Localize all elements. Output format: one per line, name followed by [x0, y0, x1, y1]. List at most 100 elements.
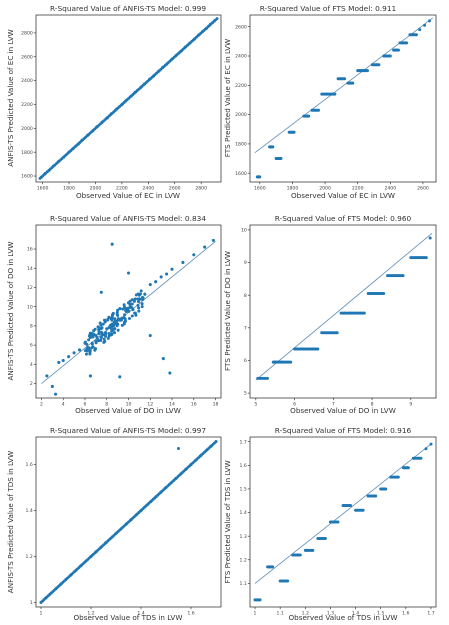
- chart-fts-tds: R-Squared Value of FTS Model: 0.916 1 1.1…: [223, 426, 437, 622]
- data-point: [181, 260, 185, 265]
- data-point: [413, 33, 417, 37]
- data-point: [83, 340, 87, 344]
- x-tick-label: 14: [169, 402, 175, 408]
- data-point: [109, 333, 113, 337]
- x-tick-label: 9: [409, 402, 412, 408]
- data-point: [168, 371, 172, 375]
- x-axis-label: Observed Value of DO in LVW: [290, 406, 396, 415]
- data-point: [118, 307, 122, 311]
- x-tick-label: 1: [254, 611, 257, 617]
- data-point: [84, 352, 88, 356]
- data-point: [57, 360, 61, 364]
- y-tick-label: 9: [244, 260, 247, 266]
- x-tick-label: 8: [105, 402, 108, 408]
- chart-title: R-Squared Value of FTS Model: 0.960: [275, 214, 412, 223]
- data-point: [211, 238, 215, 242]
- data-point: [347, 503, 351, 507]
- y-tick-label: 5: [244, 391, 247, 397]
- data-point: [423, 256, 427, 260]
- data-marks: 1 1.1 1.2 1.3 1.4 1.5 1.6 1.7 1.1 1.2 1.3 1.4 1.5 1.6…: [239, 439, 434, 616]
- data-point: [353, 311, 357, 315]
- data-point: [307, 347, 311, 351]
- data-point: [335, 520, 339, 524]
- data-point: [383, 487, 387, 491]
- data-point: [130, 314, 134, 318]
- y-tick-label: 2200: [21, 102, 33, 108]
- x-tick-label: 6: [84, 402, 87, 408]
- y-tick-label: 2600: [235, 24, 247, 30]
- x-tick-label: 2000: [319, 186, 331, 192]
- data-point: [350, 81, 354, 85]
- data-point: [116, 317, 120, 321]
- data-point: [118, 375, 122, 379]
- data-point: [110, 318, 114, 322]
- data-point: [104, 330, 108, 334]
- data-point: [100, 330, 104, 334]
- data-point: [257, 598, 261, 602]
- data-point: [113, 322, 117, 326]
- x-axis-label: Observed Value of DO in LVW: [75, 406, 181, 415]
- y-tick-label: 4: [30, 362, 33, 368]
- x-tick-label: 2000: [90, 186, 102, 192]
- data-point: [103, 339, 107, 343]
- data-point: [102, 337, 106, 341]
- y-axis-label: FTS Predicted Value of TDS in LVW: [223, 460, 232, 583]
- data-point: [136, 297, 140, 301]
- x-tick-label: 7: [332, 402, 335, 408]
- chart-fts-ec: R-Squared Value of FTS Model: 0.911 1600…: [223, 4, 437, 200]
- data-point: [159, 275, 163, 279]
- data-point: [122, 316, 126, 320]
- data-marks: 1600 1800 2000 2200 2400 2600 2800 1600 1800 2000…: [21, 17, 219, 192]
- data-point: [115, 319, 119, 323]
- data-point: [361, 311, 365, 315]
- data-point: [94, 341, 98, 345]
- x-tick-label: 1.4: [352, 611, 359, 617]
- data-point: [121, 307, 125, 311]
- x-tick-label: 2800: [195, 186, 207, 192]
- x-tick-label: 1.7: [427, 611, 434, 617]
- data-point: [326, 331, 330, 335]
- data-point: [291, 130, 295, 134]
- data-point: [137, 306, 141, 310]
- data-marks: 1600 1800 2000 2200 2400 2600 1600 1800 2000 2200…: [235, 17, 433, 192]
- chart-title: R-Squared Value of ANFIS-TS Model: 0.997: [50, 426, 206, 435]
- x-tick-label: 2600: [417, 186, 429, 192]
- data-point: [396, 48, 400, 52]
- data-point: [203, 245, 207, 249]
- y-tick-label: 10: [241, 227, 247, 233]
- x-tick-label: 1.3: [327, 611, 334, 617]
- x-tick-label: 2200: [116, 186, 128, 192]
- data-point: [148, 283, 152, 287]
- y-tick-label: 2000: [235, 112, 247, 118]
- data-point: [109, 327, 113, 331]
- y-tick-label: 8: [30, 324, 33, 330]
- data-point: [110, 242, 114, 246]
- y-tick-label: 1.3: [239, 534, 246, 540]
- x-tick-label: 2400: [384, 186, 396, 192]
- data-marks: 1 1.2 1.4 1.6 1 1.2 1.4 1.6: [25, 440, 218, 617]
- y-tick-label: 16: [27, 247, 33, 253]
- data-point: [322, 537, 326, 541]
- data-point: [99, 290, 103, 294]
- data-point: [138, 292, 142, 296]
- y-tick-label: 1600: [235, 171, 247, 177]
- y-tick-label: 1.6: [239, 463, 246, 469]
- data-point: [99, 335, 103, 339]
- data-point: [123, 319, 127, 323]
- chart-anfis-ec: R-Squared Value of ANFIS-TS Model: 0.999…: [6, 4, 222, 200]
- data-point: [138, 297, 142, 301]
- data-point: [45, 374, 49, 378]
- y-tick-label: 1: [30, 600, 33, 606]
- y-tick-label: 2200: [235, 83, 247, 89]
- data-point: [67, 355, 71, 359]
- data-point: [299, 347, 303, 351]
- data-point: [91, 345, 95, 349]
- chart-title: R-Squared Value of ANFIS-TS Model: 0.834: [50, 214, 206, 223]
- data-point: [61, 358, 65, 363]
- data-point: [106, 318, 110, 322]
- data-point: [93, 348, 97, 352]
- data-point: [122, 303, 126, 307]
- data-point: [107, 326, 111, 330]
- data-marks: 2 4 6 8 10 12 14 16 18 2 4 6 8 10 12 14 16: [27, 238, 219, 408]
